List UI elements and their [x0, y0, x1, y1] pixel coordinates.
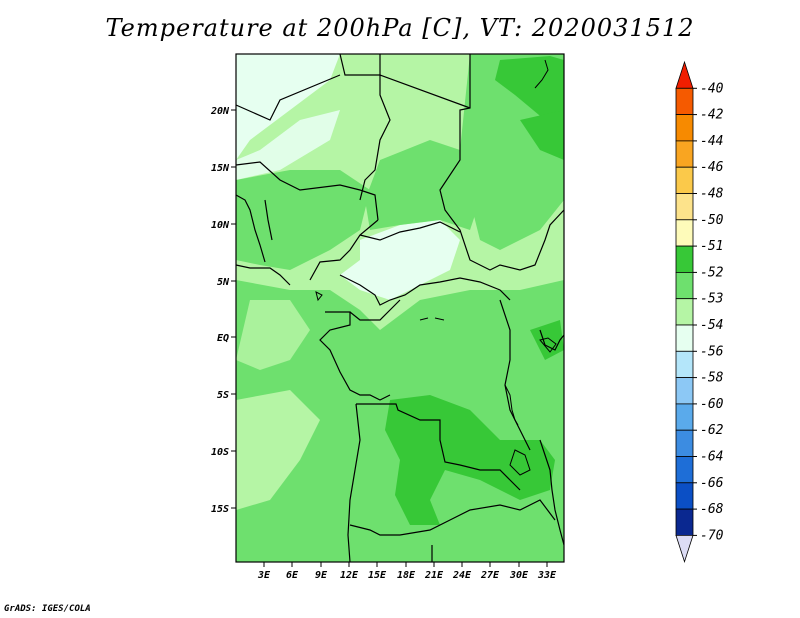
lon-label-18e: 18E [397, 570, 416, 581]
lat-label-5s: 5S [217, 390, 229, 401]
colorbar-box [675, 508, 694, 536]
colorbar-label: -46 [700, 160, 724, 175]
colorbar-box [675, 350, 694, 378]
lat-axis: 20N 15N 10N 5N EQ 5S 10S 15S [210, 106, 236, 515]
colorbar-box [675, 166, 694, 194]
lon-label-33e: 33E [537, 570, 557, 581]
lat-label-15s: 15S [211, 504, 229, 515]
colorbar-label: -68 [700, 502, 724, 517]
colorbar-box [675, 87, 694, 116]
colorbar: -40 -42 -44 -46 -48 -50 -51 -52 -53 -54 -56 -58 -60 -… [675, 60, 724, 564]
colorbar-label: -48 [700, 187, 724, 202]
colorbar-label: -70 [700, 528, 724, 543]
lon-label-24e: 24E [452, 570, 472, 581]
lon-axis: 3E 6E 9E 12E 15E 18E 21E 24E 27E 30E 33E [257, 562, 557, 581]
colorbar-label: -44 [700, 134, 723, 149]
colorbar-label: -62 [700, 423, 724, 438]
lon-label-3e: 3E [257, 570, 271, 581]
lat-label-eq: EQ [217, 333, 229, 344]
lat-label-5n: 5N [217, 277, 230, 288]
grads-credit: GrADS: IGES/COLA [4, 604, 91, 614]
colorbar-label: -42 [700, 108, 724, 123]
lon-label-6e: 6E [286, 570, 299, 581]
colorbar-box [675, 298, 694, 326]
map-frame [235, 53, 565, 563]
colorbar-box [675, 456, 694, 484]
colorbar-arrow-top [675, 60, 694, 89]
lon-label-30e: 30E [509, 570, 529, 581]
colorbar-label: -40 [700, 81, 724, 96]
lon-label-27e: 27E [480, 570, 500, 581]
lon-label-15e: 15E [368, 570, 387, 581]
colorbar-arrow-bottom [675, 535, 694, 564]
colorbar-label: -64 [700, 450, 723, 465]
colorbar-label: -51 [700, 239, 723, 254]
colorbar-box [675, 429, 694, 457]
colorbar-box [675, 140, 694, 168]
lat-label-10s: 10S [211, 447, 229, 458]
lat-label-20n: 20N [210, 106, 230, 117]
colorbar-label: -54 [700, 318, 723, 333]
colorbar-label: -60 [700, 397, 724, 412]
colorbar-box [675, 193, 694, 221]
colorbar-box [675, 403, 694, 431]
colorbar-label: -66 [700, 476, 724, 491]
colorbar-box [675, 482, 694, 510]
colorbar-label: -58 [700, 371, 724, 386]
lon-label-12e: 12E [340, 570, 359, 581]
colorbar-box [675, 271, 694, 300]
colorbar-box [675, 219, 694, 247]
lat-label-15n: 15N [211, 163, 230, 174]
colorbar-label: -52 [700, 265, 724, 280]
map-title: Temperature at 200hPa [C], VT: 202003151… [105, 14, 695, 42]
temperature-field [236, 54, 564, 562]
colorbar-label: -56 [700, 344, 724, 359]
colorbar-box [675, 114, 694, 142]
colorbar-label: -50 [700, 213, 724, 228]
colorbar-label: -53 [700, 292, 723, 307]
colorbar-box [675, 245, 694, 273]
lat-label-10n: 10N [211, 220, 230, 231]
lake-outlines [315, 59, 557, 476]
lon-label-21e: 21E [424, 570, 444, 581]
colorbar-box [675, 324, 694, 352]
colorbar-box [675, 377, 694, 405]
lon-label-9e: 9E [315, 570, 328, 581]
